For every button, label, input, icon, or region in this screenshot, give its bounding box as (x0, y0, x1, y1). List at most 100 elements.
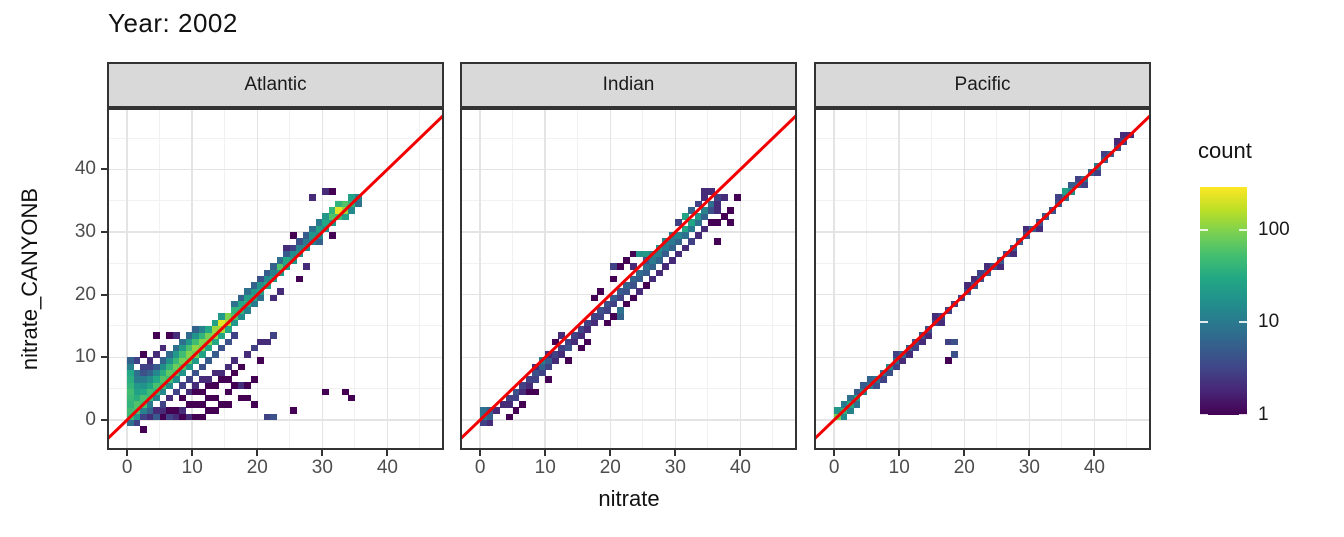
x-axis-tick-mark (739, 450, 742, 456)
count-bin (558, 332, 566, 339)
count-bin (133, 413, 141, 421)
count-bin (636, 288, 644, 295)
count-bin (545, 363, 553, 371)
count-bin (127, 357, 134, 364)
count-bin (616, 307, 624, 314)
count-bin (289, 250, 297, 258)
count-bin (127, 369, 134, 377)
count-bin (205, 344, 213, 352)
x-axis-tick-label: 10 (181, 457, 203, 478)
count-bin (668, 257, 676, 264)
count-bin (218, 376, 226, 383)
x-axis-tick-mark (321, 450, 324, 456)
count-bin (270, 413, 278, 421)
count-bin (925, 332, 933, 339)
count-bin (348, 194, 356, 201)
count-bin (172, 388, 180, 396)
count-bin (270, 332, 278, 339)
count-bin (263, 338, 271, 346)
x-axis-tick-mark (833, 450, 836, 456)
count-bin (590, 319, 598, 327)
gridline-minor-x (577, 108, 579, 450)
facet-strip-label: Atlantic (244, 74, 307, 95)
legend-tick-mark (1239, 321, 1247, 324)
count-bin (166, 413, 173, 421)
y-axis-tick-label: 10 (74, 346, 96, 368)
count-bin (525, 376, 533, 383)
count-bin (172, 363, 180, 371)
x-axis-tick-label: 0 (474, 457, 486, 478)
count-bin (153, 332, 160, 339)
count-bin (675, 250, 683, 258)
count-bin (250, 288, 258, 295)
count-bin (584, 338, 592, 346)
count-bin (218, 344, 226, 352)
facet-panel-indian (460, 108, 797, 450)
count-bin (335, 200, 343, 208)
count-bin (172, 376, 180, 383)
y-axis-tick-mark (101, 231, 107, 234)
identity-line-y-equals-x (460, 113, 797, 441)
count-bin (701, 188, 709, 195)
count-bin (302, 263, 310, 270)
count-bin (192, 325, 200, 333)
count-bin (302, 232, 310, 239)
count-bin (701, 194, 709, 201)
count-bin (237, 363, 245, 371)
count-bin (185, 388, 193, 396)
x-axis-tick-label: 20 (599, 457, 621, 478)
count-bin (159, 357, 167, 364)
count-bin (727, 219, 735, 227)
count-bin (250, 376, 258, 383)
count-bin (649, 257, 657, 264)
count-bin (720, 194, 728, 201)
count-bin (218, 401, 226, 408)
gridline-minor-x (1061, 108, 1063, 450)
count-bin (551, 357, 559, 364)
count-bin (655, 257, 663, 264)
count-bin (185, 363, 193, 371)
count-bin (153, 363, 160, 371)
count-bin (192, 357, 200, 364)
gridline-minor-y (107, 200, 444, 202)
count-bin (688, 206, 696, 214)
count-bin (675, 238, 683, 245)
legend-title: count (1198, 138, 1252, 163)
count-bin (185, 332, 193, 339)
count-bin (1120, 131, 1128, 139)
gridline-major-x (739, 108, 742, 450)
count-bin (616, 288, 624, 295)
count-bin (289, 407, 297, 414)
x-axis-tick-mark (609, 450, 612, 456)
count-bin (694, 219, 702, 227)
count-bin (1100, 150, 1108, 158)
x-axis-tick-label: 10 (534, 457, 556, 478)
count-bin (179, 344, 186, 352)
count-bin (603, 300, 611, 308)
count-bin (519, 382, 526, 389)
count-bin (584, 325, 592, 333)
count-bin (133, 419, 141, 427)
count-bin (733, 194, 741, 201)
count-bin (159, 407, 167, 414)
count-bin (231, 319, 239, 327)
count-bin (584, 319, 592, 327)
x-axis-tick-label: 10 (888, 457, 910, 478)
x-axis-tick-mark (674, 450, 677, 456)
count-bin (983, 263, 991, 270)
count-bin (951, 338, 959, 346)
count-bin (166, 407, 173, 414)
gridline-minor-y (814, 388, 1151, 390)
count-bin (198, 413, 206, 421)
gridline-minor-x (931, 108, 933, 450)
count-bin (237, 313, 245, 320)
count-bin (970, 275, 978, 283)
count-bin (211, 407, 219, 414)
count-bin (198, 388, 206, 396)
count-bin (250, 300, 258, 308)
gridline-major-y (814, 168, 1151, 171)
count-bin (931, 313, 939, 320)
count-bin (127, 419, 134, 427)
count-bin (224, 401, 232, 408)
count-bin (146, 401, 154, 408)
